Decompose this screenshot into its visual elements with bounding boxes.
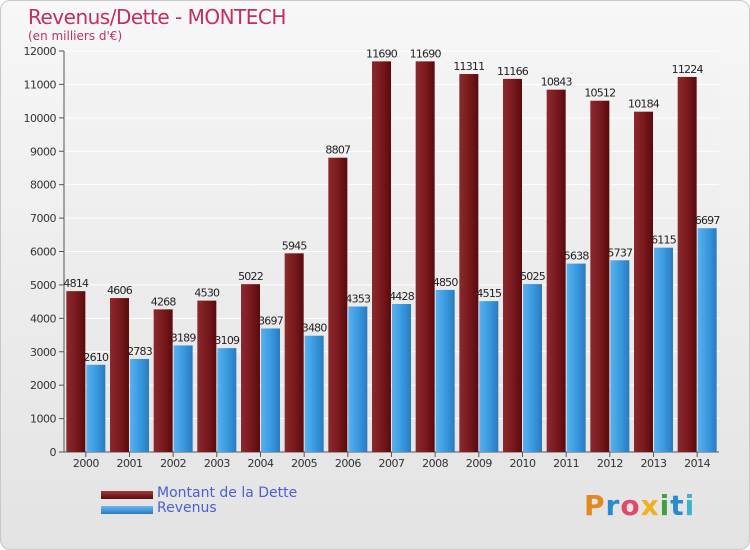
data-label-revenue: 4428: [389, 290, 415, 303]
data-label-debt: 4530: [194, 287, 220, 300]
x-tick-label: 2010: [510, 457, 536, 470]
data-label-revenue: 5737: [607, 246, 633, 259]
bar-revenue: [566, 263, 586, 452]
data-label-debt: 11690: [366, 47, 398, 60]
data-label-revenue: 3109: [214, 334, 240, 347]
x-tick-label: 2005: [291, 457, 317, 470]
data-label-debt: 11690: [410, 47, 442, 60]
x-tick-label: 2000: [73, 457, 99, 470]
y-tick-label: 8000: [30, 179, 56, 192]
y-tick-label: 7000: [30, 212, 56, 225]
data-label-revenue: 3480: [302, 322, 328, 335]
legend-swatch-revenue: [101, 506, 153, 514]
data-label-debt: 8807: [325, 144, 351, 157]
data-label-debt: 5022: [238, 270, 263, 283]
bar-debt: [372, 61, 391, 453]
y-tick-label: 10000: [24, 112, 57, 125]
x-tick-label: 2006: [335, 457, 361, 470]
chart-title: Revenus/Dette - MONTECH: [28, 5, 286, 29]
bar-revenue: [261, 328, 280, 452]
bar-revenue: [86, 364, 106, 452]
bar-revenue: [697, 228, 717, 452]
data-label-revenue: 4850: [433, 276, 459, 289]
legend-swatch-debt: [101, 491, 153, 499]
data-label-debt: 10843: [541, 76, 573, 89]
y-tick-label: 1000: [30, 413, 56, 426]
data-label-revenue: 3189: [171, 331, 197, 344]
data-label-debt: 10184: [628, 98, 660, 111]
y-tick-label: 3000: [30, 346, 56, 359]
bar-debt: [677, 76, 697, 452]
bar-debt: [415, 61, 435, 453]
bar-revenue: [392, 304, 411, 452]
data-label-revenue: 3697: [258, 314, 284, 327]
bar-revenue: [173, 345, 193, 452]
bar-revenue: [217, 348, 237, 452]
y-tick-label: 0: [50, 446, 57, 459]
y-tick-label: 5000: [30, 279, 56, 292]
bar-debt: [110, 298, 129, 452]
bar-debt: [284, 253, 304, 452]
y-tick-label: 12000: [24, 45, 57, 58]
bar-debt: [197, 300, 217, 452]
x-tick-label: 2012: [597, 457, 623, 470]
data-label-revenue: 5638: [564, 250, 590, 263]
y-tick-label: 4000: [30, 312, 56, 325]
data-label-revenue: 5025: [520, 270, 546, 283]
bar-debt: [503, 78, 522, 452]
data-label-revenue: 4353: [345, 293, 371, 306]
bar-revenue: [304, 335, 324, 452]
bar-revenue: [479, 301, 499, 452]
x-tick-label: 2014: [684, 457, 710, 470]
bar-revenue: [435, 289, 455, 452]
bar-revenue: [130, 359, 149, 452]
data-label-debt: 11224: [672, 63, 704, 76]
x-tick-label: 2003: [204, 457, 230, 470]
data-label-debt: 11311: [453, 60, 484, 73]
x-tick-label: 2001: [117, 457, 143, 470]
bar-debt: [66, 291, 86, 452]
y-tick-label: 6000: [30, 246, 56, 259]
bar-debt: [459, 74, 479, 453]
bar-revenue: [348, 306, 368, 452]
legend-label-debt: Montant de la Dette: [157, 485, 298, 501]
x-tick-label: 2002: [160, 457, 186, 470]
data-label-debt: 10512: [584, 87, 615, 100]
data-label-revenue: 2610: [83, 351, 109, 364]
bar-debt: [546, 89, 566, 452]
data-label-revenue: 6115: [651, 234, 677, 247]
data-label-debt: 11166: [497, 65, 529, 78]
y-tick-label: 2000: [30, 379, 56, 392]
legend-label-revenue: Revenus: [157, 500, 217, 516]
proxiti-logo: Proxiti: [584, 489, 696, 522]
y-tick-label: 11000: [24, 78, 57, 91]
data-label-revenue: 4515: [476, 287, 502, 300]
data-label-debt: 5945: [282, 239, 308, 252]
bar-debt: [153, 309, 173, 452]
x-tick-label: 2008: [422, 457, 448, 470]
x-tick-label: 2013: [641, 457, 667, 470]
y-tick-label: 9000: [30, 145, 56, 158]
data-label-revenue: 2783: [127, 345, 153, 358]
chart-subtitle: (en milliers d'€): [28, 29, 123, 43]
data-label-revenue: 6697: [695, 214, 721, 227]
x-tick-label: 2009: [466, 457, 492, 470]
bar-revenue: [610, 260, 630, 452]
bar-debt: [590, 100, 610, 452]
bar-debt: [241, 284, 260, 452]
x-tick-label: 2007: [379, 457, 405, 470]
data-label-debt: 4268: [151, 295, 177, 308]
bar-debt: [328, 157, 348, 453]
bar-revenue: [523, 284, 542, 452]
bar-revenue: [654, 247, 673, 452]
bar-debt: [634, 111, 653, 453]
x-tick-label: 2011: [553, 457, 579, 470]
data-label-debt: 4606: [107, 284, 133, 297]
data-label-debt: 4814: [63, 277, 89, 290]
x-tick-label: 2004: [248, 457, 274, 470]
